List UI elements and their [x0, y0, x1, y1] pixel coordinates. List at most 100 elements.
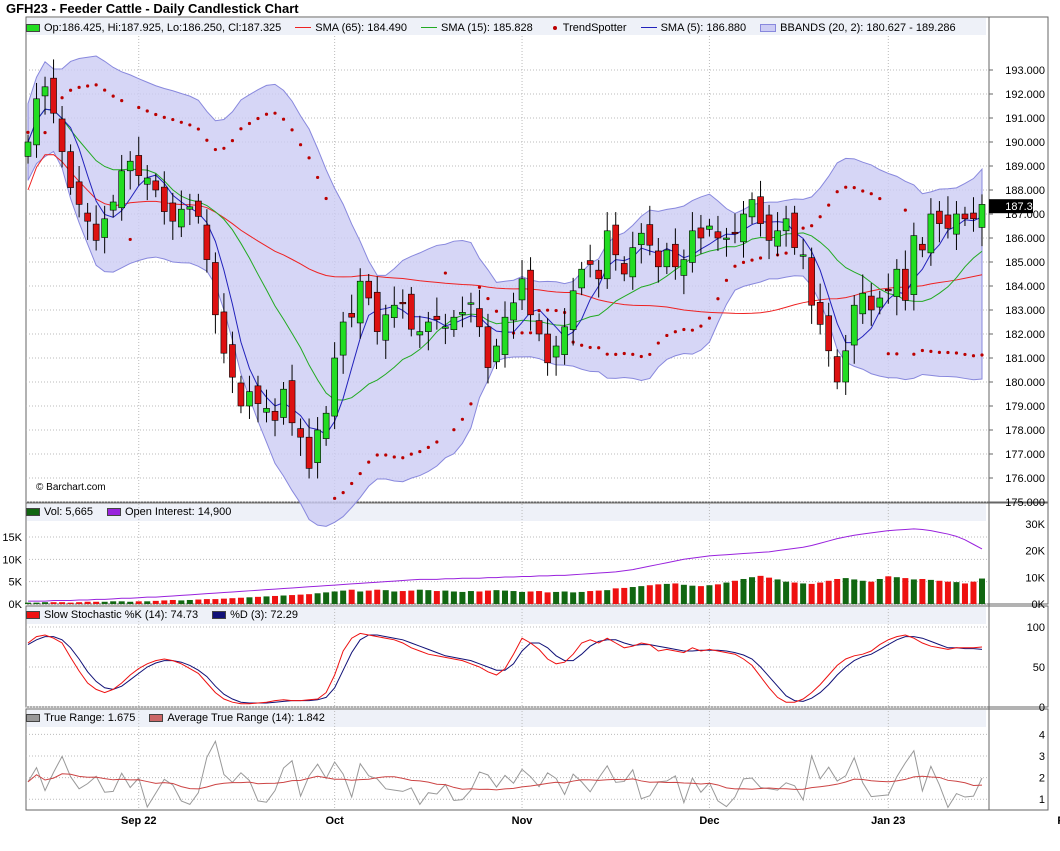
- trendspotter-marker: [588, 345, 592, 350]
- volume-bar: [825, 580, 832, 604]
- trendspotter-marker: [682, 327, 686, 332]
- trendspotter-marker: [852, 186, 856, 190]
- candle-body: [101, 218, 108, 238]
- candle-body: [135, 155, 143, 176]
- volume-bar: [553, 591, 560, 604]
- volume-bar: [76, 602, 83, 604]
- legend-vol: Vol: 5,665: [44, 505, 93, 518]
- candle-body: [314, 429, 321, 463]
- candle-body: [425, 321, 432, 332]
- trendspotter-marker: [665, 333, 669, 338]
- candle-body: [442, 326, 449, 329]
- trendspotter-marker: [460, 417, 465, 421]
- trendspotter-marker: [963, 352, 967, 357]
- candle-body: [229, 344, 236, 378]
- volume-bar: [195, 599, 202, 604]
- price-tick-label: 178.000: [1005, 425, 1045, 437]
- volume-bar: [536, 591, 543, 604]
- candle-body: [629, 247, 637, 278]
- candle-body: [501, 316, 509, 355]
- trendspotter-marker: [443, 271, 447, 275]
- last-price-tag: [989, 199, 1033, 214]
- trendspotter-marker: [494, 309, 499, 313]
- price-tick-label: 180.000: [1005, 377, 1045, 389]
- trendspotter-marker: [580, 343, 584, 347]
- trendspotter-marker: [750, 258, 754, 262]
- volume-bar: [374, 589, 381, 604]
- volume-bar: [893, 577, 900, 604]
- trendspotter-marker: [43, 131, 47, 135]
- trendspotter-marker: [486, 296, 490, 301]
- volume-bar: [612, 588, 619, 604]
- trendspotter-marker: [86, 84, 90, 88]
- sma5-swatch: [640, 27, 657, 28]
- bbands-swatch: [760, 23, 777, 32]
- panel-legend-bg: [27, 607, 986, 624]
- k-swatch: [26, 610, 40, 619]
- volume-bar: [527, 591, 534, 604]
- candle-body: [774, 230, 781, 247]
- candle-body: [305, 436, 313, 469]
- volume-bar: [348, 589, 355, 604]
- legend-trend: TrendSpotter: [562, 21, 627, 34]
- trendspotter-marker: [350, 481, 354, 486]
- price-tick-label: 189.000: [1005, 161, 1045, 173]
- legend-sma15: SMA (15): 185.828: [441, 21, 533, 34]
- volume-bar: [59, 602, 66, 604]
- x-tick-label: Dec: [699, 815, 719, 827]
- trendspotter-marker: [103, 88, 107, 92]
- volume-bar: [561, 591, 568, 604]
- volume-bar: [919, 578, 926, 604]
- volume-bar: [178, 600, 185, 604]
- trendspotter-marker: [154, 112, 158, 117]
- candle-body: [919, 243, 926, 251]
- trendspotter-marker: [94, 83, 98, 87]
- volume-legend: Vol: 5,665 Open Interest: 14,900: [26, 503, 245, 520]
- trendspotter-marker: [273, 111, 277, 115]
- trendspotter-marker: [869, 192, 873, 196]
- volume-bar: [570, 592, 577, 604]
- candle-body: [697, 227, 705, 239]
- candle-body: [186, 206, 194, 210]
- trendspotter-marker: [256, 116, 260, 121]
- candle-body: [365, 280, 373, 299]
- volume-bar: [808, 583, 815, 604]
- legend-tr: True Range: 1.675: [44, 711, 136, 724]
- volume-bar: [944, 581, 951, 604]
- trendspotter-marker: [477, 285, 482, 289]
- candle-body: [723, 237, 730, 240]
- candle-body: [373, 291, 381, 332]
- volume-bar: [50, 602, 57, 604]
- trendspotter-marker: [188, 123, 192, 127]
- candle-body: [655, 250, 662, 268]
- volume-bar: [834, 578, 841, 604]
- candle-body: [595, 269, 602, 280]
- candle-body: [382, 314, 390, 341]
- volume-bar: [314, 593, 321, 604]
- candle-body: [348, 313, 355, 318]
- candle-body: [50, 77, 57, 114]
- trendspotter-marker: [929, 349, 933, 353]
- volume-bar: [476, 591, 483, 604]
- trendspotter-marker: [239, 127, 243, 131]
- candle-body: [961, 213, 969, 220]
- trendspotter-marker: [196, 127, 200, 131]
- candle-body: [212, 262, 219, 316]
- candle-body: [493, 345, 500, 363]
- price-tick-label: 175.000: [1005, 497, 1045, 509]
- price-tick-label: 181.000: [1005, 353, 1045, 365]
- volume-bar: [791, 582, 798, 604]
- stoch-k-line: [27, 632, 983, 705]
- candle-body: [544, 333, 551, 364]
- trendspotter-marker: [818, 215, 822, 219]
- candle-body: [297, 428, 304, 438]
- price-tick-label: 186.000: [1005, 233, 1045, 245]
- candle-body: [160, 186, 168, 212]
- candle-body: [637, 232, 645, 246]
- trendspotter-marker: [409, 452, 413, 456]
- volume-bar: [621, 587, 628, 604]
- volume-bar: [254, 596, 261, 604]
- volume-bar: [144, 601, 151, 604]
- volume-bar: [842, 578, 849, 604]
- volume-bar: [859, 580, 866, 604]
